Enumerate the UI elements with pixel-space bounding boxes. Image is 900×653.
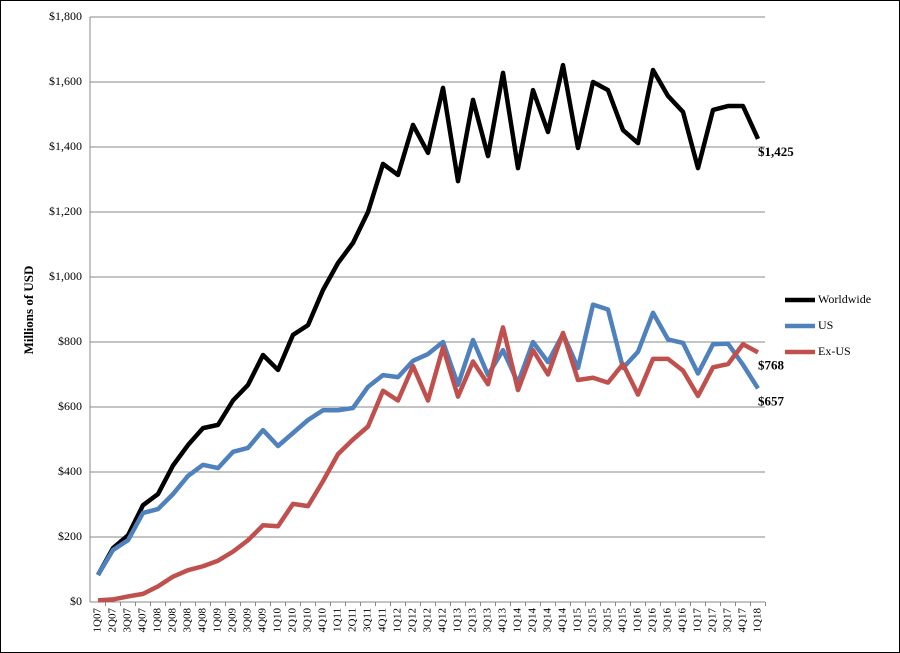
- x-tick-label: 4Q07: [137, 608, 149, 633]
- x-tick-label: 1Q15: [572, 608, 584, 633]
- series-line: [96, 62, 761, 577]
- x-tick-label: 3Q12: [422, 608, 434, 632]
- y-tick-label: $1,200: [49, 204, 82, 218]
- y-tick-label: $200: [58, 529, 82, 543]
- x-tick-label: 2Q14: [527, 608, 539, 633]
- x-tick-label: 4Q16: [677, 608, 689, 633]
- y-tick-label: $1,400: [49, 139, 82, 153]
- x-tick-label: 2Q08: [167, 608, 179, 633]
- x-tick-label: 3Q17: [722, 608, 734, 633]
- y-tick-label: $400: [58, 464, 82, 478]
- x-tick-label: 1Q16: [632, 608, 644, 633]
- x-tick-label: 4Q14: [557, 608, 569, 633]
- x-tick-label: 2Q07: [107, 608, 119, 633]
- x-tick-label: 3Q13: [482, 608, 494, 633]
- x-tick-label: 3Q11: [362, 608, 374, 632]
- x-tick-label: 3Q10: [302, 608, 314, 633]
- x-tick-label: 2Q12: [407, 608, 419, 632]
- y-tick-label: $0: [70, 594, 82, 608]
- x-tick-label: 1Q07: [92, 608, 104, 633]
- y-axis-label: Millions of USD: [21, 266, 36, 355]
- series-line: [96, 302, 760, 577]
- y-tick-label: $600: [58, 399, 82, 413]
- x-tick-label: 1Q12: [392, 608, 404, 632]
- x-tick-label: 1Q11: [332, 608, 344, 632]
- x-tick-label: 1Q10: [272, 608, 284, 633]
- x-tick-label: 3Q09: [242, 608, 254, 633]
- end-label: $768: [758, 357, 785, 372]
- x-tick-label: 2Q10: [287, 608, 299, 633]
- y-tick-label: $1,800: [49, 9, 82, 23]
- x-tick-label: 1Q14: [512, 608, 524, 633]
- x-tick-label: 3Q07: [122, 608, 134, 633]
- x-tick-label: 2Q11: [347, 608, 359, 632]
- x-tick-label: 1Q18: [752, 608, 764, 633]
- end-label: $1,425: [758, 144, 794, 159]
- x-tick-label: 2Q16: [647, 608, 659, 633]
- x-tick-label: 2Q17: [707, 608, 719, 633]
- x-tick-label: 4Q13: [497, 608, 509, 633]
- x-tick-label: 4Q12: [437, 608, 449, 632]
- x-tick-label: 4Q17: [737, 608, 749, 633]
- x-tick-label: 3Q14: [542, 608, 554, 633]
- legend-label: US: [818, 318, 833, 332]
- y-tick-label: $1,600: [49, 74, 82, 88]
- x-tick-label: 2Q13: [467, 608, 479, 633]
- x-tick-label: 4Q09: [257, 608, 269, 633]
- x-tick-label: 1Q09: [212, 608, 224, 633]
- x-tick-label: 4Q15: [617, 608, 629, 633]
- x-tick-label: 3Q08: [182, 608, 194, 633]
- legend-label: Worldwide: [818, 292, 871, 306]
- end-label: $657: [758, 393, 785, 408]
- x-tick-label: 1Q13: [452, 608, 464, 633]
- x-tick-label: 4Q10: [317, 608, 329, 633]
- x-tick-label: 3Q16: [662, 608, 674, 633]
- x-tick-label: 4Q11: [377, 608, 389, 632]
- x-tick-label: 1Q08: [152, 608, 164, 633]
- x-tick-label: 4Q08: [197, 608, 209, 633]
- y-tick-label: $800: [58, 334, 82, 348]
- x-tick-label: 1Q17: [692, 608, 704, 633]
- legend-label: Ex-US: [818, 344, 851, 358]
- y-tick-label: $1,000: [49, 269, 82, 283]
- x-tick-label: 3Q15: [602, 608, 614, 633]
- series-line: [97, 325, 760, 603]
- x-tick-label: 2Q09: [227, 608, 239, 633]
- x-tick-label: 2Q15: [587, 608, 599, 633]
